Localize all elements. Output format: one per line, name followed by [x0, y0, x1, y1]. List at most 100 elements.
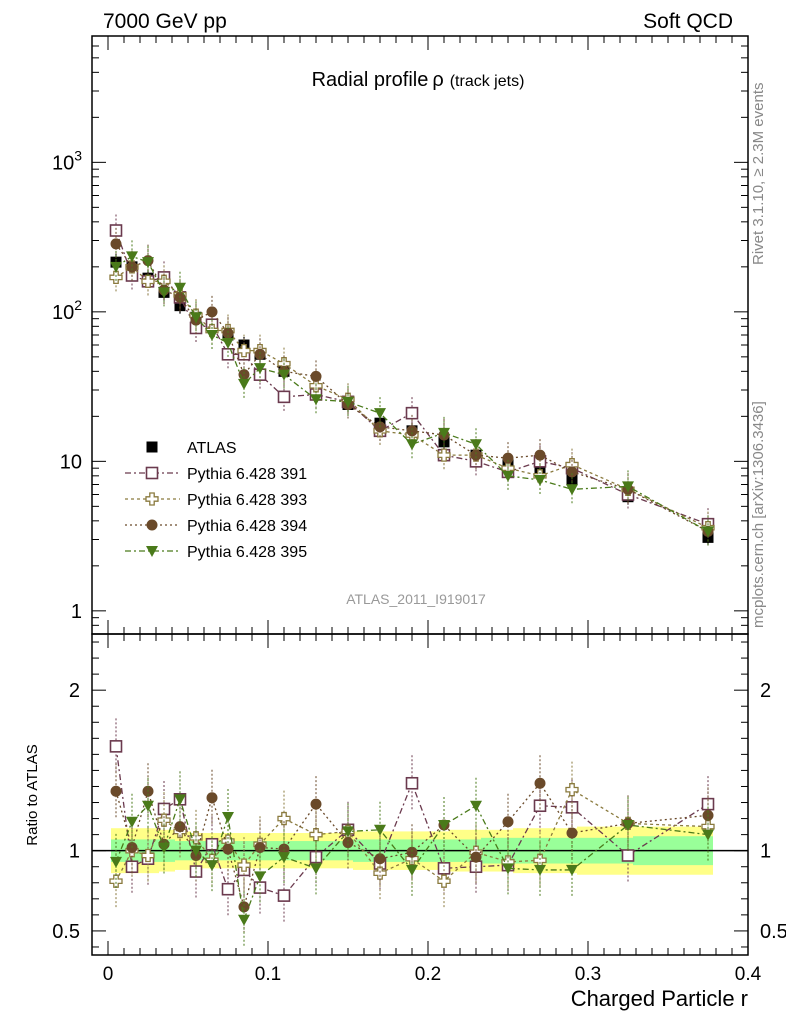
main-panel: Radial profile ρ (track jets) ATLAS_2011_I… [52, 35, 749, 635]
series-line [115, 266, 709, 529]
ratio-data-point [565, 783, 579, 797]
data-point [277, 390, 291, 404]
ratio-data-point [438, 819, 450, 831]
data-point [126, 251, 138, 263]
series-line [115, 243, 709, 532]
data-point [406, 425, 418, 437]
data-point [310, 394, 322, 406]
analysis-label: ATLAS_2011_I919017 [346, 591, 486, 607]
legend-label: Pythia 6.428 393 [187, 492, 307, 509]
data-point [141, 274, 155, 288]
ratio-data-point [206, 860, 218, 872]
legend-marker [145, 466, 159, 480]
main-y-ticks: 1 10 102 103 [52, 35, 748, 635]
data-point [470, 439, 482, 451]
y-tick-label: 102 [52, 297, 82, 324]
data-point [502, 470, 514, 482]
data-point [110, 238, 122, 250]
ratio-data-point [566, 827, 578, 839]
ratio-data-point [142, 800, 154, 812]
x-tick-label: 0.1 [255, 964, 281, 985]
ratio-data-point [533, 799, 547, 813]
data-point [254, 363, 266, 375]
x-axis-label: Charged Particle r [571, 986, 748, 1011]
y-tick-label: 1 [71, 601, 82, 623]
ratio-panel: Ratio to ATLAS 0 0.1 0.2 0.3 0.4 0.5 0.5 1 1 2 2 [24, 36, 786, 985]
ratio-y-tick-label-right: 1 [760, 841, 771, 863]
ratio-data-point [190, 845, 202, 857]
x-ticks: 0 0.1 0.2 0.3 0.4 [91, 36, 762, 985]
ratio-series-line [115, 797, 709, 923]
data-point [109, 224, 123, 237]
x-tick-label: 0.4 [735, 964, 762, 985]
legend-label: ATLAS [187, 440, 237, 457]
data-point [438, 427, 450, 439]
data-point [238, 378, 250, 390]
ratio-series-3 [110, 771, 714, 948]
ratio-data-point [237, 858, 251, 872]
ratio-data-point [126, 816, 138, 828]
data-point [310, 370, 322, 382]
ratio-data-point [238, 901, 250, 913]
header-left: 7000 GeV pp [103, 10, 227, 33]
ratio-data-point [110, 856, 122, 868]
legend: ATLAS Pythia 6.428 391 Pythia 6.428 393 Pyt… [125, 440, 307, 561]
ratio-data-point [470, 800, 482, 812]
data-point [190, 312, 202, 324]
ratio-data-point [109, 740, 123, 753]
side-label-top: Rivet 3.1.10, ≥ 2.3M events [750, 83, 767, 266]
y-tick-label: 103 [52, 147, 82, 174]
ratio-data-point [310, 863, 322, 875]
ratio-frame [91, 633, 749, 956]
ratio-data-point [174, 794, 186, 806]
legend-label: Pythia 6.428 391 [187, 466, 307, 483]
ratio-y-ticks: 0.5 0.5 1 1 2 2 [52, 641, 786, 948]
ratio-data-point [621, 849, 635, 862]
header-right: Soft QCD [643, 10, 733, 33]
data-point [158, 287, 170, 299]
legend-item: Pythia 6.428 391 [125, 466, 307, 483]
ratio-data-point [221, 882, 235, 896]
ratio-data-point [437, 862, 451, 875]
ratio-data-point [470, 851, 482, 863]
data-point [534, 475, 546, 487]
ratio-data-point [254, 841, 266, 853]
ratio-y-tick-label: 0.5 [52, 921, 80, 943]
ratio-data-point [309, 827, 323, 842]
legend-label: Pythia 6.428 395 [187, 544, 307, 561]
data-point [110, 261, 122, 273]
ratio-data-point [310, 798, 322, 810]
data-point [406, 439, 418, 451]
ratio-y-tick-label-right: 2 [760, 680, 771, 702]
ratio-data-point [702, 829, 714, 841]
ratio-data-point [342, 826, 354, 838]
ratio-data-point [534, 864, 546, 876]
ratio-data-point [373, 866, 387, 880]
x-tick-label: 0.3 [575, 964, 601, 985]
data-point [206, 306, 218, 318]
side-label-bottom: mcplots.cern.ch [arXiv:1306.3436] [750, 401, 767, 628]
ratio-data-point [374, 853, 386, 865]
data-point [374, 408, 386, 420]
data-point [470, 449, 482, 461]
ratio-data-point [254, 871, 266, 883]
ratio-y-tick-label: 1 [69, 841, 80, 863]
ratio-data-point [342, 837, 354, 849]
data-point [222, 337, 234, 349]
ratio-data-point [189, 831, 203, 845]
data-point [221, 347, 235, 361]
ratio-data-point [109, 874, 123, 888]
ratio-data-point [277, 889, 291, 902]
data-point [566, 466, 578, 478]
ratio-data-point [278, 843, 290, 855]
ratio-data-point [206, 792, 218, 804]
ratio-data-point [566, 864, 578, 876]
data-point [405, 406, 419, 420]
legend-item: Pythia 6.428 393 [125, 492, 307, 509]
series-line [115, 255, 709, 532]
legend-item: Pythia 6.428 395 [125, 544, 307, 561]
ratio-data-point [405, 776, 419, 790]
x-tick-label: 0 [103, 964, 114, 985]
data-point [222, 327, 234, 339]
